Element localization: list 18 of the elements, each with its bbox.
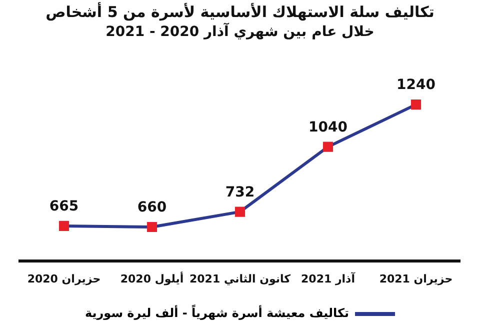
x-tick-label: أيلول 2020 xyxy=(120,271,184,286)
point xyxy=(410,100,422,110)
x-tick-label: حزيران 2021 xyxy=(379,272,453,286)
x-tick-label: كانون الثاني 2021 xyxy=(189,272,292,286)
point xyxy=(234,206,246,217)
point xyxy=(322,142,334,152)
data-label: 660 xyxy=(137,200,167,216)
point xyxy=(58,220,70,231)
chart-title: تكاليف سلة الاستهلاك الأساسية لأسرة من 5 أشخاص xyxy=(46,2,434,21)
data-label: 732 xyxy=(225,184,255,200)
chart-subtitle: خلال عام بين شهري آذار 2020 - 2021 xyxy=(106,22,374,40)
data-label: 1240 xyxy=(396,77,436,94)
x-tick-label: حزيران 2020 xyxy=(27,272,101,286)
data-label: 1040 xyxy=(308,119,348,136)
data-label: 665 xyxy=(49,198,79,215)
point xyxy=(146,222,158,232)
x-tick-label: آذار 2021 xyxy=(301,271,356,286)
legend-label: تكاليف معيشة أسرة شهرياً - ألف ليرة سورية xyxy=(84,304,350,320)
